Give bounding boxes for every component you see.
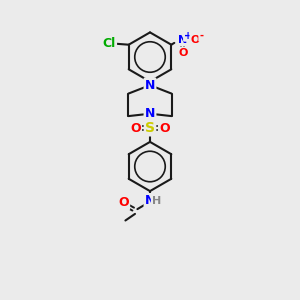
Text: H: H	[152, 196, 161, 206]
Text: O: O	[190, 35, 200, 45]
Text: -: -	[199, 31, 203, 41]
Text: O: O	[159, 122, 170, 135]
Text: Cl: Cl	[103, 37, 116, 50]
Text: N: N	[178, 35, 187, 45]
Text: O: O	[178, 47, 188, 58]
Text: N: N	[145, 107, 155, 120]
Text: O: O	[118, 196, 129, 209]
Text: N: N	[145, 79, 155, 92]
Text: S: S	[145, 121, 155, 135]
Text: +: +	[184, 31, 192, 41]
Text: O: O	[130, 122, 141, 135]
Text: N: N	[145, 194, 155, 207]
